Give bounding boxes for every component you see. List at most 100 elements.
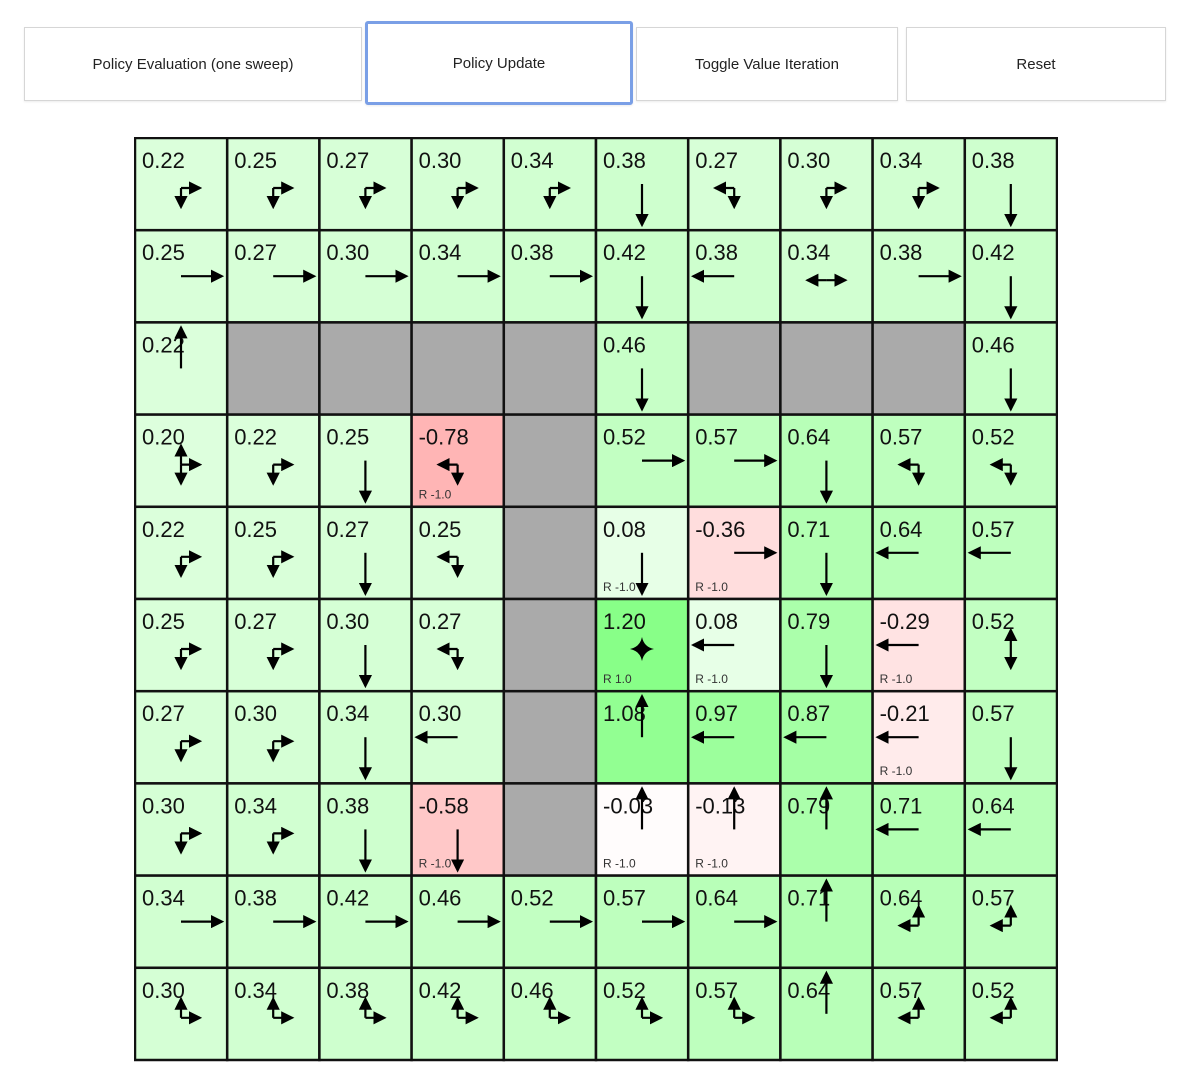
grid-cell[interactable]: 0.25 <box>134 228 229 324</box>
grid-cell[interactable]: 0.57 <box>963 505 1058 601</box>
wall-cell[interactable] <box>779 321 874 416</box>
grid-cell[interactable]: 0.08 R -1.0 <box>686 597 782 693</box>
grid-cell[interactable]: 0.52 <box>594 413 690 509</box>
grid-cell[interactable]: 0.71 <box>779 505 874 601</box>
grid-cell[interactable]: 0.38 <box>686 228 782 324</box>
grid-cell[interactable]: 0.30 <box>134 782 229 877</box>
grid-cell[interactable]: 0.38 <box>225 874 321 970</box>
grid-cell[interactable]: 0.52 <box>502 874 598 970</box>
grid-cell[interactable]: 0.79 <box>779 597 874 693</box>
grid-cell[interactable]: 0.64 <box>871 874 967 970</box>
grid-cell[interactable]: 0.30 <box>225 689 321 785</box>
wall-cell[interactable] <box>410 321 506 416</box>
grid-cell[interactable]: 0.27 <box>318 505 413 601</box>
grid-cell[interactable]: 0.22 <box>134 321 229 416</box>
grid-cell[interactable]: 0.42 <box>594 228 690 324</box>
grid-cell[interactable]: 0.38 <box>318 782 413 877</box>
grid-cell[interactable]: -0.36 R -1.0 <box>686 505 782 601</box>
grid-cell[interactable]: 0.34 <box>410 228 506 324</box>
reset-button[interactable]: Reset <box>906 27 1166 101</box>
wall-cell[interactable] <box>502 413 598 509</box>
toggle-value-iteration-button[interactable]: Toggle Value Iteration <box>636 27 898 101</box>
grid-cell[interactable]: 0.57 <box>686 966 782 1062</box>
grid-cell[interactable]: 0.30 <box>134 966 229 1062</box>
grid-cell[interactable]: 1.20 R 1.0 <box>594 597 690 693</box>
grid-cell[interactable]: 0.57 <box>686 413 782 509</box>
grid-cell[interactable]: 0.30 <box>779 137 874 232</box>
grid-cell[interactable]: 0.08 R -1.0 <box>594 505 690 601</box>
wall-cell[interactable] <box>871 321 967 416</box>
grid-cell[interactable]: 0.52 <box>963 413 1058 509</box>
grid-cell[interactable]: 0.97 <box>686 689 782 785</box>
grid-cell[interactable]: 0.22 <box>225 413 321 509</box>
grid-cell[interactable]: 0.71 <box>779 874 874 970</box>
grid-cell[interactable]: 0.38 <box>502 228 598 324</box>
grid-cell[interactable]: 0.46 <box>410 874 506 970</box>
grid-cell[interactable]: 0.57 <box>871 413 967 509</box>
grid-cell[interactable]: 0.46 <box>594 321 690 416</box>
grid-cell[interactable]: 0.34 <box>225 782 321 877</box>
grid-cell[interactable]: 0.52 <box>963 966 1058 1062</box>
wall-cell[interactable] <box>502 597 598 693</box>
grid-cell[interactable]: -0.58 R -1.0 <box>410 782 506 877</box>
grid-cell[interactable]: -0.13 R -1.0 <box>686 782 782 877</box>
grid-cell[interactable]: 0.25 <box>134 597 229 693</box>
grid-cell[interactable]: 0.30 <box>318 228 413 324</box>
grid-cell[interactable]: 0.57 <box>871 966 967 1062</box>
grid-cell[interactable]: 1.08 <box>594 689 690 785</box>
grid-cell[interactable]: 0.34 <box>502 137 598 232</box>
grid-cell[interactable]: 0.71 <box>871 782 967 877</box>
grid-cell[interactable]: 0.46 <box>502 966 598 1062</box>
grid-cell[interactable]: 0.27 <box>410 597 506 693</box>
grid-cell[interactable]: 0.87 <box>779 689 874 785</box>
grid-cell[interactable]: 0.52 <box>963 597 1058 693</box>
grid-cell[interactable]: 0.38 <box>871 228 967 324</box>
grid-cell[interactable]: 0.22 <box>134 505 229 601</box>
grid-cell[interactable]: 0.57 <box>594 874 690 970</box>
grid-cell[interactable]: 0.42 <box>410 966 506 1062</box>
grid-cell[interactable]: 0.34 <box>225 966 321 1062</box>
policy-update-button[interactable]: Policy Update <box>365 21 633 105</box>
wall-cell[interactable] <box>502 321 598 416</box>
grid-cell[interactable]: 0.30 <box>410 137 506 232</box>
grid-cell[interactable]: 0.64 <box>686 874 782 970</box>
grid-cell[interactable]: 0.22 <box>134 137 229 232</box>
policy-evaluation-button[interactable]: Policy Evaluation (one sweep) <box>24 27 362 101</box>
grid-cell[interactable]: 0.42 <box>318 874 413 970</box>
wall-cell[interactable] <box>225 321 321 416</box>
grid-cell[interactable]: 0.27 <box>686 137 782 232</box>
grid-cell[interactable]: 0.25 <box>225 137 321 232</box>
grid-cell[interactable]: 0.34 <box>134 874 229 970</box>
wall-cell[interactable] <box>686 321 782 416</box>
grid-cell[interactable]: 0.30 <box>318 597 413 693</box>
grid-cell[interactable]: 0.64 <box>779 966 874 1062</box>
grid-cell[interactable]: 0.27 <box>318 137 413 232</box>
grid-cell[interactable]: 0.34 <box>871 137 967 232</box>
grid-cell[interactable]: 0.34 <box>779 228 874 324</box>
wall-cell[interactable] <box>502 689 598 785</box>
grid-cell[interactable]: 0.25 <box>410 505 506 601</box>
grid-cell[interactable]: 0.79 <box>779 782 874 877</box>
grid-cell[interactable]: -0.78 R -1.0 <box>410 413 506 509</box>
gridworld[interactable]: 0.22 0.25 0.27 0.30 0.34 0.38 0.27 0.30 0.34 0.38… <box>134 137 1058 1063</box>
grid-cell[interactable]: 0.27 <box>225 228 321 324</box>
grid-cell[interactable]: 0.57 <box>963 689 1058 785</box>
grid-cell[interactable]: 0.38 <box>318 966 413 1062</box>
wall-cell[interactable] <box>502 782 598 877</box>
grid-cell[interactable]: 0.38 <box>963 137 1058 232</box>
grid-cell[interactable]: 0.25 <box>225 505 321 601</box>
wall-cell[interactable] <box>318 321 413 416</box>
grid-cell[interactable]: 0.64 <box>871 505 967 601</box>
grid-cell[interactable]: 0.30 <box>410 689 506 785</box>
grid-cell[interactable]: 0.27 <box>225 597 321 693</box>
grid-cell[interactable]: -0.21 R -1.0 <box>871 689 967 785</box>
grid-cell[interactable]: 0.25 <box>318 413 413 509</box>
grid-cell[interactable]: 0.52 <box>594 966 690 1062</box>
grid-cell[interactable]: 0.64 <box>779 413 874 509</box>
grid-cell[interactable]: -0.03 R -1.0 <box>594 782 690 877</box>
wall-cell[interactable] <box>502 505 598 601</box>
grid-cell[interactable]: 0.64 <box>963 782 1058 877</box>
grid-cell[interactable]: 0.46 <box>963 321 1058 416</box>
grid-cell[interactable]: 0.57 <box>963 874 1058 970</box>
grid-cell[interactable]: 0.42 <box>963 228 1058 324</box>
